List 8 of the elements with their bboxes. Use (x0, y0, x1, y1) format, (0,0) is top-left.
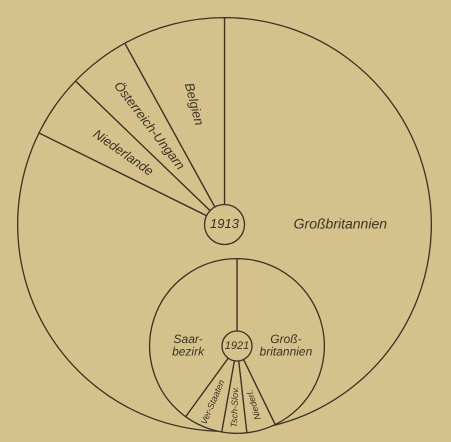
text: 1913 (210, 216, 240, 232)
slice-label: Groß-britannien (260, 332, 313, 359)
slice-label: Saar-bezirk (172, 332, 206, 359)
text: 1921 (224, 340, 250, 352)
slice-label: Großbritannien (294, 215, 388, 232)
slice-label: Belgien (182, 81, 208, 127)
slice-label: Tsch-Slov. (228, 386, 240, 428)
slice-label: Niederl. (244, 388, 263, 422)
